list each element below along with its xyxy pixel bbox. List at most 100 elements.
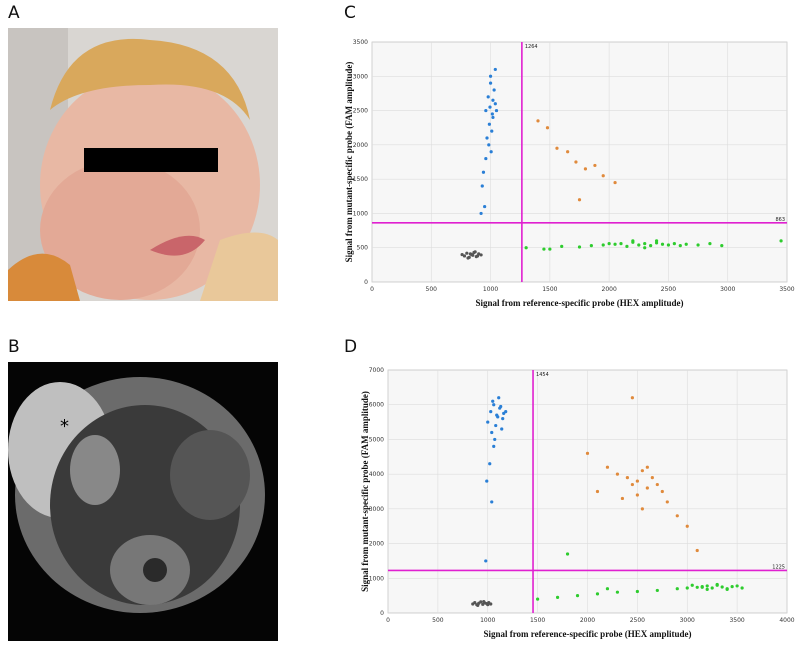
panel-label: A (8, 3, 20, 23)
point (560, 244, 564, 248)
point (487, 122, 491, 126)
point (500, 427, 504, 431)
point (475, 254, 480, 258)
point (493, 67, 497, 72)
point (649, 244, 653, 248)
point (643, 242, 647, 246)
point (705, 584, 709, 588)
point (695, 548, 699, 553)
point (483, 204, 487, 209)
y-tick-label: 1000 (369, 575, 384, 582)
point (485, 136, 489, 140)
point (655, 588, 659, 593)
point (585, 451, 590, 455)
y-axis-label: Signal from mutant-specific probe (FAM a… (344, 62, 354, 263)
point (666, 243, 671, 247)
point (720, 244, 724, 248)
point (613, 180, 617, 185)
point (481, 170, 486, 174)
point (615, 590, 620, 594)
y-tick-label: 3000 (369, 506, 384, 513)
point (489, 602, 493, 606)
point (690, 583, 694, 587)
point (496, 415, 500, 419)
point (625, 476, 630, 480)
point (473, 250, 477, 254)
y-tick-label: 3000 (353, 73, 368, 80)
point (675, 587, 679, 591)
point (484, 559, 488, 563)
point (705, 587, 709, 591)
point (615, 472, 620, 476)
x-tick-label: 1500 (542, 286, 557, 293)
point (462, 254, 467, 258)
point (488, 74, 493, 78)
point (625, 244, 629, 248)
point (479, 600, 483, 604)
y-tick-label: 0 (364, 279, 368, 286)
point (490, 430, 494, 435)
point (491, 115, 495, 120)
point (740, 586, 744, 590)
panel-label: B (8, 337, 20, 357)
point (593, 163, 597, 168)
point (619, 242, 623, 246)
point (643, 246, 647, 250)
point (595, 592, 600, 596)
point (695, 585, 699, 589)
point (613, 242, 617, 246)
point (595, 489, 600, 494)
chart: 0 500 1000 1500 2000 2500 3000 3500 0 500 1000 1500… (344, 39, 795, 308)
point (479, 211, 483, 216)
point (488, 462, 492, 466)
y-tick-label: 7000 (369, 367, 384, 374)
y-axis-label: Signal from mutant-specific probe (FAM a… (360, 391, 370, 592)
x-tick-label: 1000 (483, 286, 498, 293)
point (485, 479, 489, 483)
point (605, 465, 610, 469)
point (655, 482, 659, 487)
x-axis-label: Signal from reference-specific probe (HE… (475, 298, 683, 308)
point (577, 245, 582, 249)
point (491, 399, 495, 403)
photo (8, 28, 278, 301)
point (486, 95, 490, 99)
point (493, 437, 497, 442)
point (710, 586, 714, 590)
point (486, 603, 490, 607)
point (575, 594, 580, 598)
point (630, 396, 634, 400)
point (635, 493, 639, 497)
point (665, 500, 669, 504)
x-tick-label: 3500 (779, 286, 794, 293)
point (620, 496, 625, 501)
chart: 0 1000 2000 3000 4000 5000 6000 7000 0 500 1000 150… (360, 367, 795, 639)
point (654, 239, 659, 243)
point (684, 242, 688, 246)
point (492, 444, 496, 448)
point (494, 108, 499, 113)
point (555, 146, 559, 150)
x-tick-label: 3000 (680, 617, 695, 624)
point (489, 150, 493, 154)
point (660, 489, 664, 494)
point (685, 524, 689, 528)
x-tick-label: 4000 (779, 617, 794, 624)
threshold-label: 1225 (772, 564, 785, 570)
x-tick-label: 500 (432, 617, 444, 624)
point (779, 239, 783, 243)
point (555, 595, 560, 599)
point (473, 600, 477, 605)
x-tick-label: 1000 (480, 617, 495, 624)
x-tick-label: 500 (426, 286, 438, 293)
point (708, 242, 712, 246)
x-tick-label: 2000 (602, 286, 617, 293)
point (607, 242, 611, 246)
point (536, 119, 540, 123)
point (466, 256, 470, 260)
point (645, 486, 649, 490)
point (589, 244, 593, 248)
point (635, 479, 639, 483)
point (488, 105, 492, 109)
